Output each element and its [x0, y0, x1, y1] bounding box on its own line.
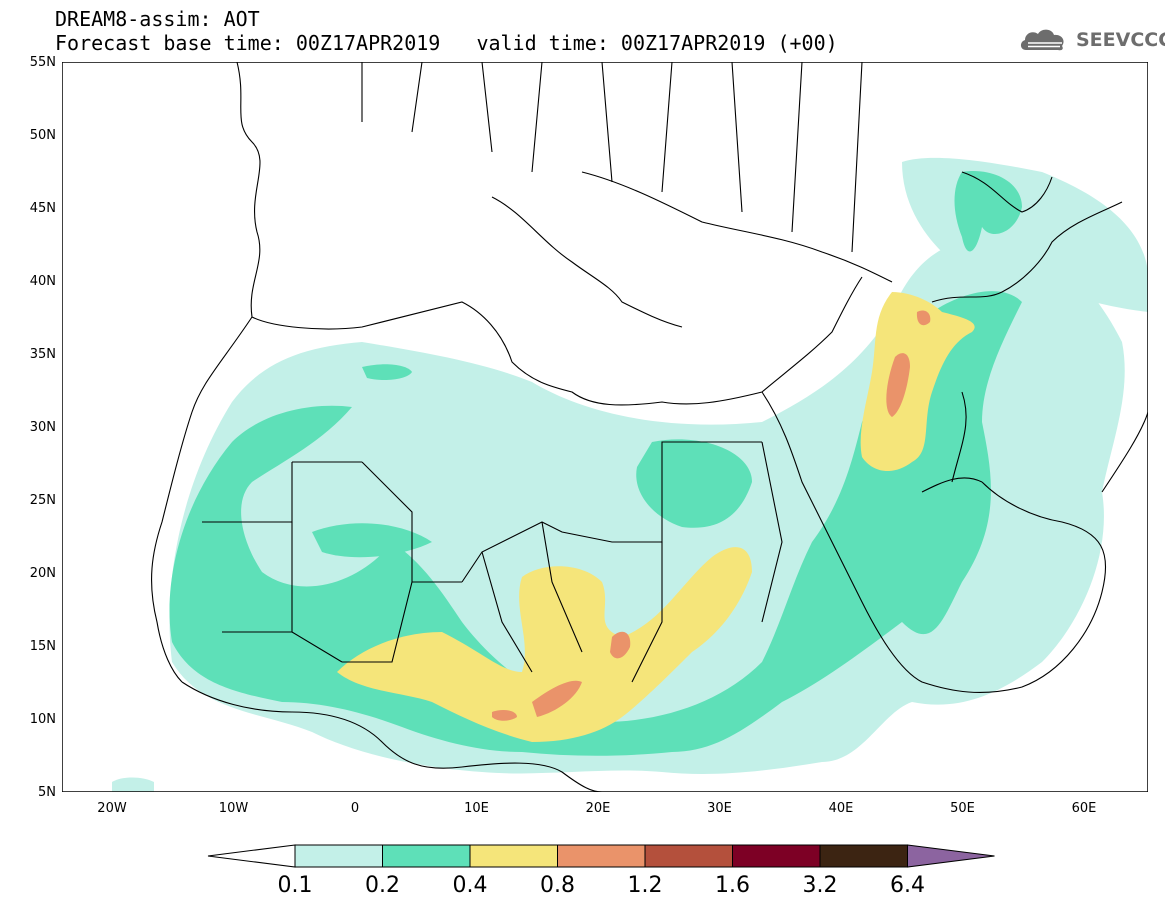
lat-label: 35N — [29, 347, 56, 362]
lat-label: 45N — [29, 201, 56, 216]
lon-label: 40E — [828, 801, 854, 816]
colorbar — [207, 844, 995, 868]
colorbar-label: 1.2 — [627, 873, 663, 898]
lon-label: 60E — [1071, 801, 1097, 816]
colorbar-segment — [644, 844, 733, 868]
lat-label: 10N — [29, 712, 56, 727]
lat-label: 50N — [29, 128, 56, 143]
base-time: Forecast base time: 00Z17APR2019 — [55, 31, 441, 55]
colorbar-segment — [819, 844, 908, 868]
forecast-times: Forecast base time: 00Z17APR2019 valid t… — [55, 32, 838, 54]
lat-label: 20N — [29, 566, 56, 581]
brand-name: SEEVCCC — [1076, 29, 1165, 51]
map-title: DREAM8-assim: AOT — [55, 7, 260, 31]
lat-label: 30N — [29, 420, 56, 435]
colorbar-arrow-high — [907, 844, 995, 868]
lat-label: 40N — [29, 274, 56, 289]
colorbar-label: 0.4 — [452, 873, 488, 898]
colorbar-segment — [294, 844, 383, 868]
colorbar-segment — [469, 844, 558, 868]
colorbar-arrow-low — [207, 844, 296, 868]
lon-label: 30E — [707, 801, 732, 816]
colorbar-label: 0.2 — [365, 873, 400, 898]
lon-label: 20E — [585, 801, 611, 816]
lat-label: 55N — [29, 55, 56, 70]
colorbar-label: 0.8 — [540, 873, 575, 898]
lon-label: 20W — [97, 801, 127, 816]
dust-map — [62, 62, 1148, 792]
coastlines — [151, 62, 1148, 792]
valid-time: valid time: 00Z17APR2019 (+00) — [476, 31, 838, 55]
colorbar-segment — [732, 844, 821, 868]
colorbar-label: 0.1 — [277, 873, 313, 898]
lat-label: 15N — [29, 639, 56, 654]
colorbar-label: 6.4 — [890, 873, 925, 898]
cloud-logo-icon — [1020, 29, 1064, 51]
colorbar-label: 3.2 — [802, 873, 838, 898]
brand-logo: SEEVCCC — [1018, 26, 1165, 54]
lat-label: 5N — [38, 785, 56, 800]
aot-contour-0-4 — [337, 292, 975, 742]
colorbar-segment — [382, 844, 471, 868]
lon-label: 0 — [350, 801, 360, 816]
lon-label: 10E — [464, 801, 489, 816]
aot-contour-0-8 — [492, 310, 931, 721]
lon-label: 10W — [218, 801, 249, 816]
lat-label: 25N — [29, 493, 56, 508]
colorbar-segment — [557, 844, 646, 868]
lon-label: 50E — [950, 801, 975, 816]
colorbar-label: 1.6 — [715, 873, 750, 898]
aot-contour-0-2 — [169, 171, 1022, 756]
